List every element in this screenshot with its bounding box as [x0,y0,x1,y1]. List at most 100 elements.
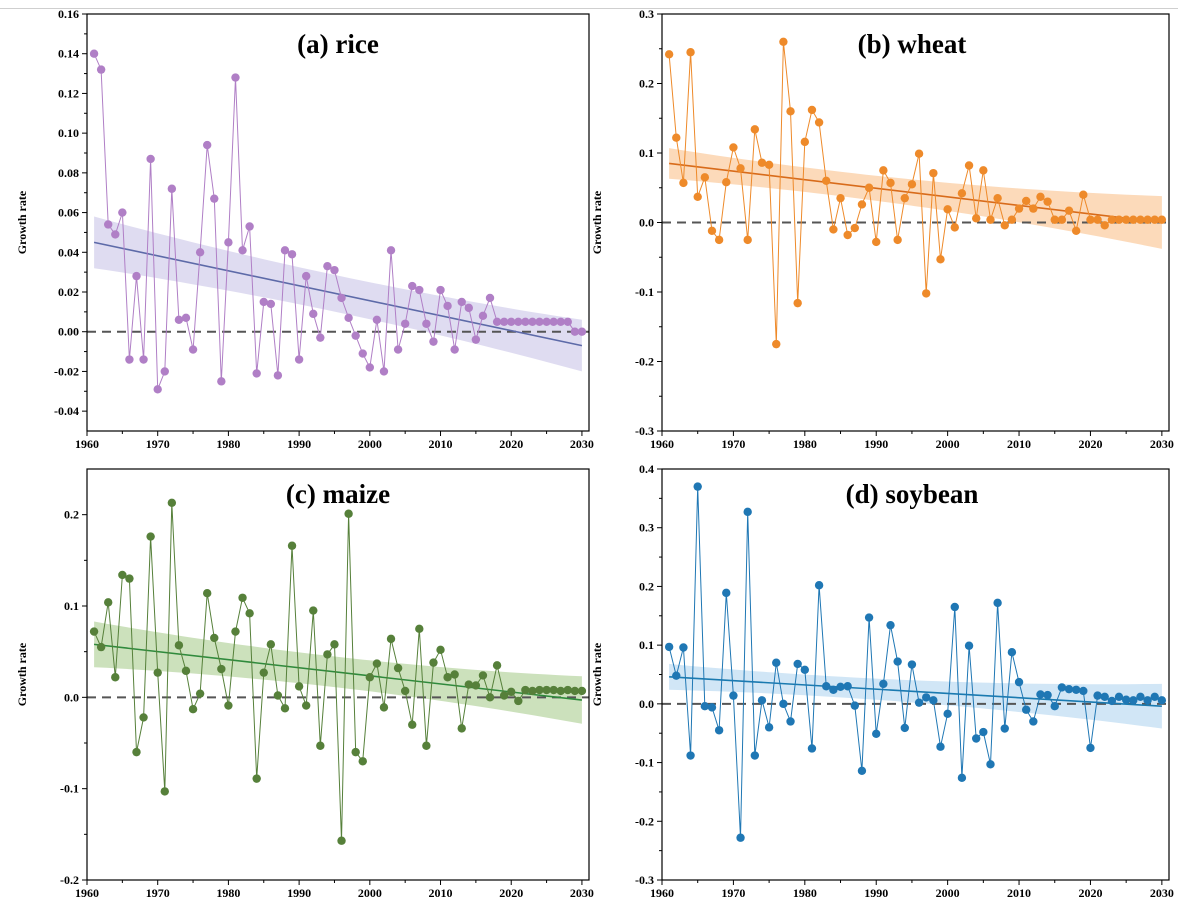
data-point [344,509,353,518]
data-point [879,166,888,175]
data-point [118,570,127,580]
data-point [415,285,424,295]
data-point [570,327,580,336]
x-tick-label: 2020 [1078,437,1102,451]
data-point [507,687,516,697]
x-tick-label: 2010 [1007,886,1031,900]
data-point [535,685,544,695]
data-point [914,149,924,158]
x-tick-label: 2030 [1150,886,1174,900]
y-tick-label: 0.16 [58,7,79,21]
data-point [714,235,724,245]
data-point [415,624,424,634]
panel-title: (c) maize [286,479,390,509]
data-point [499,691,509,700]
y-tick-label: 0.2 [64,508,79,522]
panel-1: 1960 1970 1980 1990 2000 2010 2020 2030 -0.3 -0.2… [590,7,1174,451]
y-tick-label: 0.0 [64,690,79,704]
data-point [929,696,938,705]
data-point [1057,215,1067,224]
data-point [386,246,396,255]
data-point [779,699,788,709]
data-point [736,164,745,173]
y-tick-label: -0.1 [60,782,79,796]
data-point [900,193,909,203]
data-point [1100,221,1109,230]
y-tick-label: 0.14 [58,47,79,61]
data-point [181,313,191,323]
data-point [485,293,495,303]
data-point [864,183,874,192]
data-point [393,345,403,354]
data-point [464,303,474,313]
data-point [111,230,120,239]
data-point [556,317,565,326]
data-point [1121,695,1131,704]
data-point [822,682,831,691]
y-tick-label: 0.10 [58,126,79,140]
data-point [386,634,396,644]
x-tick-label: 1970 [721,886,745,900]
data-point [843,230,852,240]
data-point [499,317,509,326]
y-tick-label: -0.02 [54,364,79,378]
x-tick-label: 2020 [499,437,523,451]
data-point [1007,215,1017,224]
data-point [850,701,860,710]
data-point [323,650,332,659]
data-point [549,685,558,695]
data-point [111,673,120,682]
series-line [93,502,582,841]
data-point [471,681,481,690]
data-point [210,633,219,643]
data-point [772,339,781,349]
data-point [1100,692,1109,702]
data-point [358,349,367,358]
data-point [1050,702,1059,711]
data-point [400,686,410,696]
data-point [181,666,191,676]
data-point [422,741,431,750]
trend-line [93,643,583,701]
data-point [478,671,488,680]
data-point [1150,692,1159,702]
data-point [807,744,817,753]
data-point [964,641,974,650]
data-point [1021,196,1031,206]
data-point [563,317,572,326]
data-point [266,640,276,649]
x-tick-label: 2010 [429,437,453,451]
data-point [104,220,113,229]
y-tick-label: 0.06 [58,206,79,220]
data-point [764,723,774,732]
data-point [273,691,283,700]
data-point [879,679,888,689]
data-point [1036,192,1045,201]
y-axis-label: Growth rate [590,190,604,254]
data-point [294,355,304,364]
data-point [707,226,717,236]
x-tick-label: 1990 [287,886,311,900]
data-point [471,335,481,344]
data-point [664,50,674,59]
data-point [309,309,318,319]
data-point [259,668,268,677]
data-point [743,507,752,517]
data-point [1014,204,1024,213]
y-tick-label: 0.3 [639,7,654,21]
data-point [829,685,838,694]
x-tick-label: 1970 [146,886,170,900]
data-point [1114,692,1124,702]
y-tick-label: 0.02 [58,285,79,299]
data-point [202,589,212,598]
x-tick-label: 2030 [1150,437,1174,451]
data-point [231,627,240,636]
data-point [485,693,495,702]
x-tick-label: 1970 [146,437,170,451]
data-point [793,298,802,308]
y-axis-label: Growth rate [590,642,604,706]
data-point [146,154,155,164]
data-point [450,670,459,679]
data-point [89,49,99,58]
data-point [850,223,860,233]
